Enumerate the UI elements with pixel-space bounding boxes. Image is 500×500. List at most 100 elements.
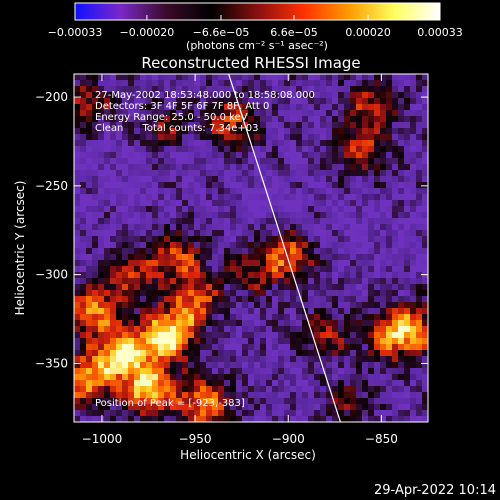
heatmap-cell <box>152 74 159 81</box>
heatmap-cell <box>74 302 81 309</box>
heatmap-cell <box>122 194 129 201</box>
heatmap-cell <box>296 362 303 369</box>
heatmap-cell <box>236 368 243 375</box>
heatmap-cell <box>272 74 279 81</box>
heatmap-cell <box>356 398 363 405</box>
heatmap-cell <box>74 74 81 81</box>
heatmap-cell <box>290 158 297 165</box>
heatmap-cell <box>170 122 177 129</box>
heatmap-cell <box>182 350 189 357</box>
heatmap-cell <box>326 260 333 267</box>
heatmap-cell <box>368 158 375 165</box>
heatmap-cell <box>386 314 393 321</box>
heatmap-cell <box>374 344 381 351</box>
heatmap-cell <box>344 260 351 267</box>
heatmap-cell <box>374 260 381 267</box>
heatmap-cell <box>404 206 411 213</box>
heatmap-cell <box>398 200 405 207</box>
heatmap-cell <box>86 260 93 267</box>
heatmap-cell <box>416 188 423 195</box>
heatmap-cell <box>86 236 93 243</box>
heatmap-cell <box>272 230 279 237</box>
heatmap-cell <box>344 158 351 165</box>
heatmap-cell <box>218 296 225 303</box>
heatmap-cell <box>272 392 279 399</box>
heatmap-cell <box>242 230 249 237</box>
heatmap-cell <box>332 122 339 129</box>
heatmap-cell <box>86 170 93 177</box>
heatmap-cell <box>206 266 213 273</box>
heatmap-cell <box>182 410 189 417</box>
heatmap-cell <box>206 260 213 267</box>
heatmap-cell <box>416 416 423 422</box>
heatmap-cell <box>380 344 387 351</box>
heatmap-cell <box>410 356 417 363</box>
heatmap-cell <box>314 86 321 93</box>
heatmap-cell <box>92 122 99 129</box>
heatmap-cell <box>206 218 213 225</box>
heatmap-cell <box>422 206 428 213</box>
heatmap-cell <box>200 92 207 99</box>
heatmap-cell <box>392 134 399 141</box>
heatmap-cell <box>248 392 255 399</box>
heatmap-cell <box>218 350 225 357</box>
heatmap-cell <box>416 326 423 333</box>
heatmap-cell <box>218 86 225 93</box>
heatmap-cell <box>278 164 285 171</box>
heatmap-cell <box>80 128 87 135</box>
heatmap-cell <box>248 386 255 393</box>
heatmap-cell <box>194 260 201 267</box>
heatmap-cell <box>170 416 177 422</box>
heatmap-cell <box>416 242 423 249</box>
heatmap-cell <box>344 320 351 327</box>
heatmap-cell <box>194 386 201 393</box>
heatmap-cell <box>230 380 237 387</box>
heatmap-cell <box>206 296 213 303</box>
heatmap-cell <box>290 200 297 207</box>
heatmap-cell <box>218 386 225 393</box>
heatmap-cell <box>338 218 345 225</box>
heatmap-cell <box>308 338 315 345</box>
heatmap-cell <box>332 230 339 237</box>
heatmap-cell <box>230 386 237 393</box>
heatmap-cell <box>104 182 111 189</box>
heatmap-cell <box>170 86 177 93</box>
heatmap-cell <box>200 164 207 171</box>
heatmap-cell <box>140 176 147 183</box>
heatmap-cell <box>206 146 213 153</box>
heatmap-cell <box>302 410 309 417</box>
heatmap-cell <box>398 212 405 219</box>
heatmap-cell <box>116 416 123 422</box>
heatmap-cell <box>254 350 261 357</box>
heatmap-cell <box>110 344 117 351</box>
heatmap-cell <box>134 134 141 141</box>
heatmap-cell <box>212 170 219 177</box>
heatmap-cell <box>140 158 147 165</box>
heatmap-cell <box>152 188 159 195</box>
heatmap-cell <box>296 122 303 129</box>
heatmap-cell <box>272 308 279 315</box>
heatmap-cell <box>248 146 255 153</box>
heatmap-cell <box>308 116 315 123</box>
heatmap-cell <box>326 284 333 291</box>
heatmap-cell <box>98 242 105 249</box>
heatmap-cell <box>350 218 357 225</box>
heatmap-cell <box>74 338 81 345</box>
heatmap-cell <box>80 80 87 87</box>
heatmap-cell <box>188 260 195 267</box>
heatmap-cell <box>104 194 111 201</box>
x-tick-label: −900 <box>272 432 305 446</box>
heatmap-cell <box>176 386 183 393</box>
heatmap-cell <box>194 266 201 273</box>
heatmap-cell <box>392 260 399 267</box>
heatmap-cell <box>356 374 363 381</box>
heatmap-cell <box>104 362 111 369</box>
heatmap-cell <box>152 194 159 201</box>
heatmap-cell <box>80 212 87 219</box>
heatmap-cell <box>362 92 369 99</box>
heatmap-cell <box>128 326 135 333</box>
heatmap-cell <box>314 128 321 135</box>
heatmap-cell <box>152 284 159 291</box>
heatmap-cell <box>224 80 231 87</box>
heatmap-cell <box>296 158 303 165</box>
